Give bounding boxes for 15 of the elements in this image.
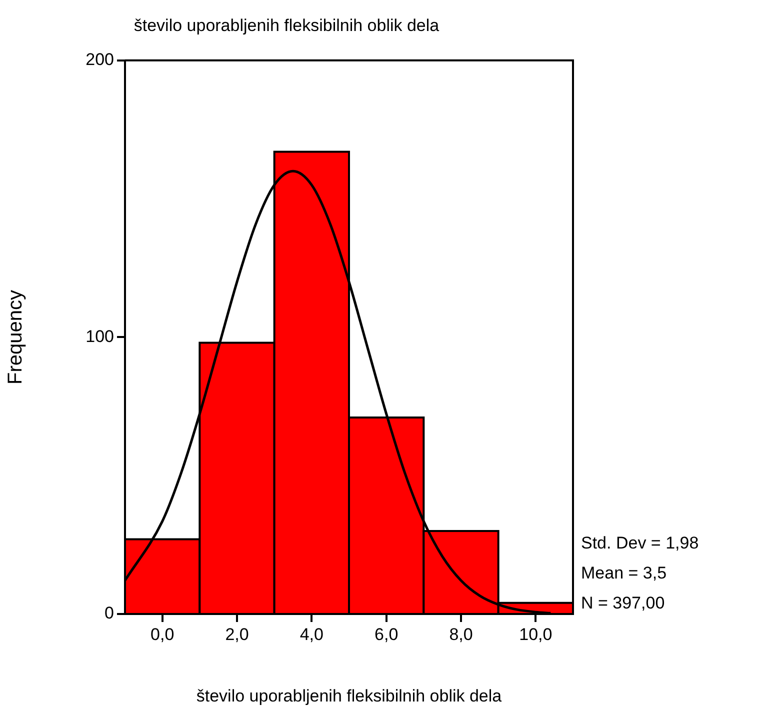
text: Std. Dev = 1,98 xyxy=(581,534,699,553)
x-tick-label: 6,0 xyxy=(374,624,398,644)
text: Mean = 3,5 xyxy=(581,564,667,583)
x-tick-label: 10,0 xyxy=(519,624,552,644)
x-tick-label: 8,0 xyxy=(449,624,473,644)
y-tick-label: 200 xyxy=(86,50,114,70)
x-tick-label: 4,0 xyxy=(300,624,324,644)
x-tick-label: 0,0 xyxy=(150,624,174,644)
y-tick-label: 100 xyxy=(86,326,114,346)
y-axis-title: Frequency xyxy=(4,290,27,384)
text: N = 397,00 xyxy=(581,594,665,613)
chart-title: število uporabljenih fleksibilnih oblik dela xyxy=(134,16,440,35)
x-tick-label: 2,0 xyxy=(225,624,249,644)
y-tick-label: 0 xyxy=(104,604,114,623)
x-axis-title: število uporabljenih fleksibilnih oblik dela xyxy=(196,686,502,706)
